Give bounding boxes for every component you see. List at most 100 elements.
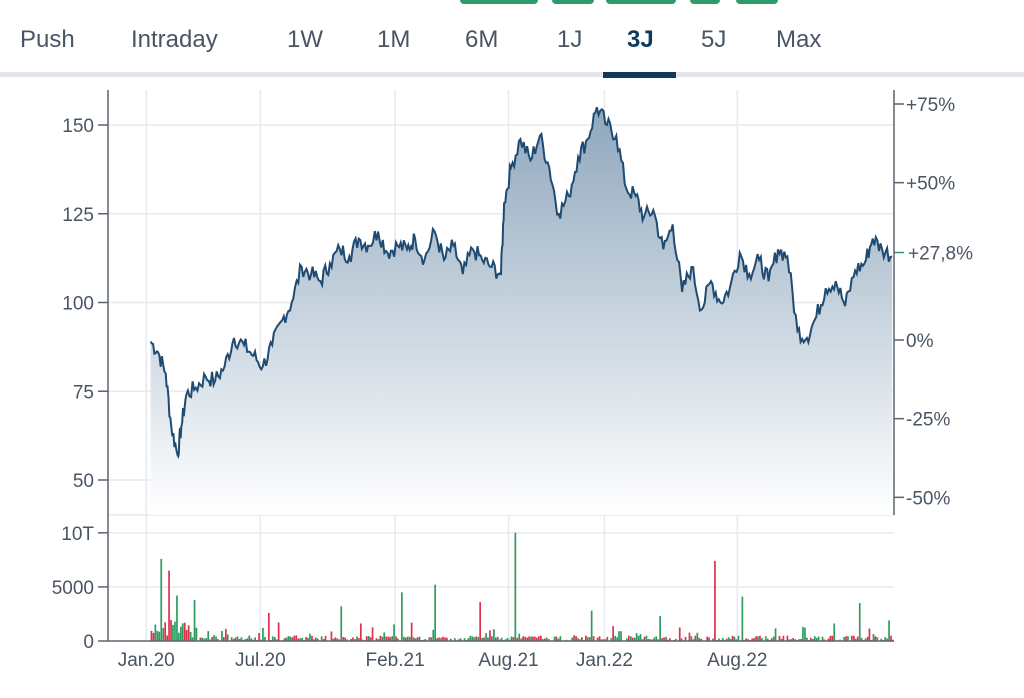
volume-bar — [659, 616, 661, 641]
volume-bar — [309, 633, 311, 641]
tab-intraday[interactable]: Intraday — [131, 26, 218, 53]
volume-bar — [277, 622, 280, 641]
volume-bar — [571, 637, 573, 641]
volume-bar — [806, 637, 808, 641]
volume-bar — [737, 635, 740, 641]
active-tab-indicator — [603, 72, 676, 78]
tab-1w[interactable]: 1W — [287, 26, 323, 53]
volume-bar — [851, 635, 853, 641]
volume-bar — [316, 638, 319, 641]
tab-6m[interactable]: 6M — [465, 26, 499, 53]
volume-bar — [586, 637, 589, 641]
volume-bar — [434, 584, 436, 641]
x-tick-label: Aug.22 — [707, 650, 767, 671]
volume-bar — [853, 635, 855, 641]
volume-bar — [414, 638, 417, 641]
volume-bar — [191, 637, 194, 641]
x-tick-label: Feb.21 — [365, 650, 424, 671]
volume-bar — [491, 636, 493, 641]
volume-bar — [156, 630, 159, 641]
volume-bar — [827, 638, 830, 641]
volume-bar — [215, 636, 217, 641]
top-link-strip — [0, 0, 1024, 8]
volume-bar — [504, 639, 507, 641]
volume-bar — [733, 636, 736, 641]
volume-bar — [766, 638, 769, 641]
tab-1m[interactable]: 1M — [377, 26, 411, 53]
volume-bar — [195, 627, 198, 641]
volume-bar — [236, 636, 239, 641]
volume-bar — [221, 630, 223, 641]
volume-bar — [800, 639, 802, 641]
x-tick-label: Jan.22 — [576, 650, 633, 671]
volume-bar — [725, 638, 728, 641]
volume-bar — [866, 636, 869, 641]
volume-bar — [383, 632, 386, 641]
volume-bar — [463, 638, 466, 641]
tab-max[interactable]: Max — [776, 26, 822, 53]
volume-bar — [727, 637, 730, 641]
chart-axes: Jan.20 Jul.20 Feb.21 Aug.21 Jan.22 Aug.22 150 1… — [52, 90, 955, 671]
tab-push[interactable]: Push — [20, 26, 75, 53]
volume-bar — [600, 639, 603, 641]
volume-bar — [577, 638, 579, 641]
volume-bar — [187, 625, 190, 641]
volume-bar — [295, 635, 298, 641]
volume-bar — [770, 638, 773, 641]
volume-bar — [352, 637, 354, 641]
volume-bar — [888, 620, 890, 641]
volume-bar — [747, 639, 749, 641]
volume-bar — [238, 638, 241, 641]
volume-bar — [675, 638, 677, 641]
tab-5j[interactable]: 5J — [701, 26, 727, 53]
volume-bar — [405, 637, 407, 641]
volume-bar — [160, 558, 163, 641]
volume-bar — [360, 623, 362, 641]
volume-bar — [874, 636, 877, 641]
volume-bar — [821, 636, 824, 641]
volume-bar — [653, 637, 656, 641]
volume-tick-label: 0 — [83, 632, 94, 653]
volume-bar — [790, 639, 793, 641]
volume-bar — [858, 603, 861, 641]
tab-1j[interactable]: 1J — [557, 26, 583, 53]
tab-bar-divider — [0, 72, 1024, 77]
volume-bar — [890, 635, 892, 641]
volume-bar — [450, 638, 452, 641]
volume-bar — [506, 638, 509, 641]
volume-bar — [301, 637, 303, 641]
volume-bar — [226, 634, 229, 641]
volume-bar — [631, 637, 634, 641]
volume-bar — [545, 637, 548, 641]
volume-bar — [154, 624, 157, 641]
volume-bar — [315, 637, 317, 641]
volume-bar — [688, 632, 691, 641]
volume-bar — [690, 636, 693, 641]
volume-bar — [438, 637, 440, 641]
volume-bar — [518, 633, 521, 641]
volume-bar — [540, 635, 542, 641]
volume-bar — [498, 639, 501, 641]
volume-bar — [555, 636, 558, 641]
volume-bar — [365, 636, 368, 641]
volume-bar — [262, 627, 264, 641]
y-left-tick-label: 100 — [62, 294, 94, 315]
volume-bar — [273, 637, 276, 641]
volume-bar — [669, 638, 671, 641]
volume-bar — [440, 637, 442, 641]
volume-bar — [428, 637, 431, 641]
tab-3j[interactable]: 3J — [627, 26, 654, 53]
volume-bar — [543, 638, 546, 641]
volume-bar — [626, 638, 628, 641]
volume-bar — [479, 602, 481, 641]
volume-bar — [559, 636, 562, 641]
volume-bar — [457, 639, 460, 641]
volume-bar — [712, 638, 714, 641]
volume-bar — [643, 636, 646, 641]
volume-bar — [678, 627, 681, 641]
volume-bar — [495, 637, 497, 641]
volume-bar — [753, 638, 755, 641]
volume-bar — [774, 628, 777, 641]
volume-bar — [647, 639, 650, 641]
